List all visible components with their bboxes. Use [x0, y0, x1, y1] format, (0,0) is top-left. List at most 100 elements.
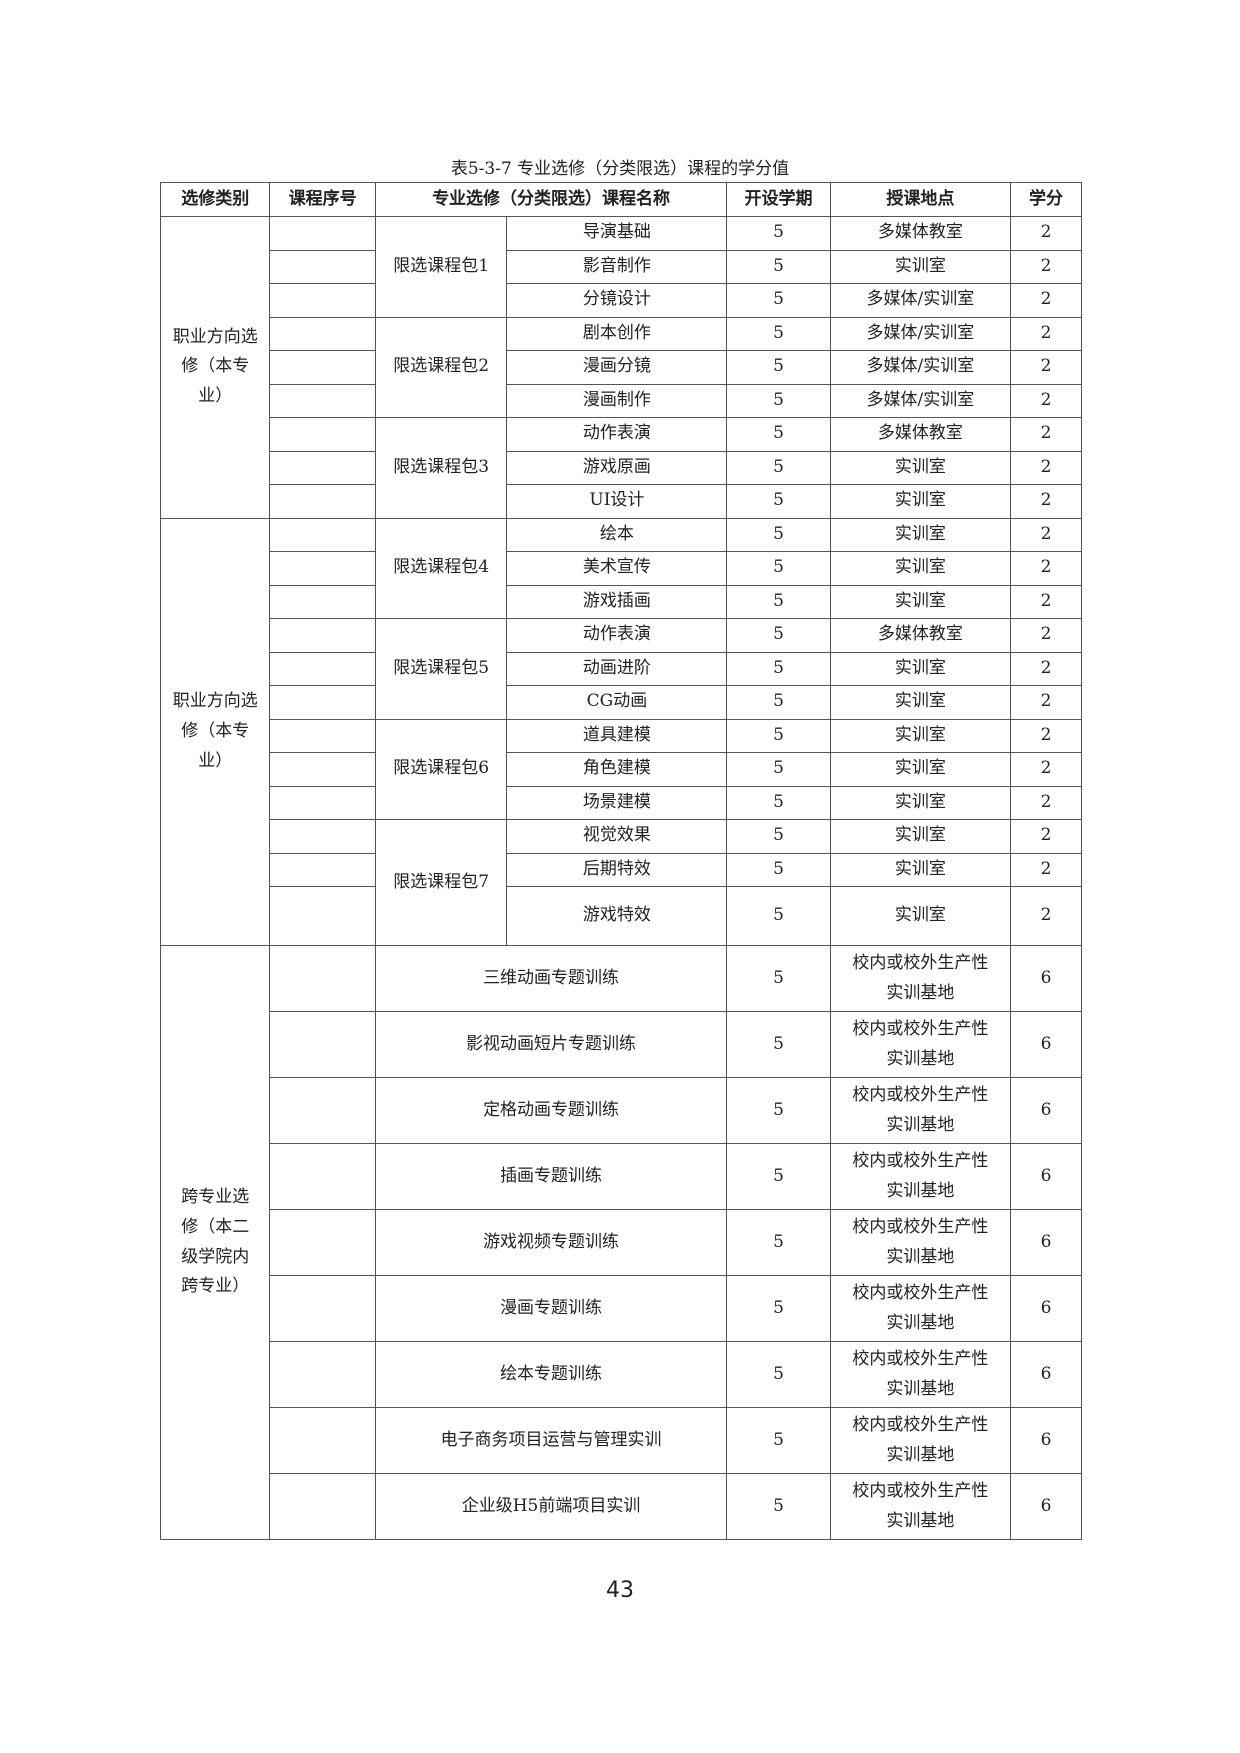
semester-cell: 5: [726, 1209, 831, 1276]
course-number-cell: [269, 752, 376, 787]
location-cell: 校内或校外生产性实训基地: [829, 1341, 1012, 1408]
credits-cell: 2: [1010, 484, 1082, 519]
semester-cell: 5: [726, 350, 831, 385]
semester-cell: 5: [726, 718, 831, 753]
location-cell: 实训室: [829, 752, 1012, 787]
credits-cell: 2: [1010, 383, 1082, 418]
package-name-cell: 限选课程包6: [374, 718, 508, 820]
course-name-cell: 游戏原画: [506, 450, 728, 485]
semester-cell: 5: [726, 1077, 831, 1144]
course-name-cell: 场景建模: [506, 785, 728, 820]
table-row: 角色建模 5 实训室 2: [161, 752, 1082, 787]
credits-cell: 2: [1010, 450, 1082, 485]
course-name-cell: 动画进阶: [506, 651, 728, 686]
course-number-cell: [269, 718, 376, 753]
table-row: 分镜设计 5 多媒体/实训室 2: [161, 283, 1082, 318]
header-semester: 开设学期: [726, 182, 831, 217]
location-cell: 实训室: [829, 852, 1012, 887]
course-name-cell: 影音制作: [506, 249, 728, 284]
location-cell: 校内或校外生产性实训基地: [829, 1011, 1012, 1078]
course-number-cell: [269, 417, 376, 452]
semester-cell: 5: [726, 1473, 831, 1540]
course-name-cell: 电子商务项目运营与管理实训: [374, 1407, 728, 1474]
semester-cell: 5: [726, 1143, 831, 1210]
course-number-cell: [269, 283, 376, 318]
semester-cell: 5: [726, 383, 831, 418]
course-name-cell: 绘本专题训练: [374, 1341, 728, 1408]
package-name-cell: 限选课程包3: [374, 417, 508, 519]
course-name-cell: 游戏视频专题训练: [374, 1209, 728, 1276]
course-number-cell: [269, 350, 376, 385]
credits-cell: 2: [1010, 249, 1082, 284]
semester-cell: 5: [726, 618, 831, 653]
location-cell: 多媒体/实训室: [829, 283, 1012, 318]
semester-cell: 5: [726, 886, 831, 946]
course-number-cell: [269, 551, 376, 586]
course-name-cell: 美术宣传: [506, 551, 728, 586]
location-cell: 多媒体教室: [829, 216, 1012, 251]
table-caption: 表5-3-7 专业选修（分类限选）课程的学分值: [450, 159, 790, 179]
course-name-cell: 游戏插画: [506, 584, 728, 619]
semester-cell: 5: [726, 945, 831, 1012]
semester-cell: 5: [726, 1275, 831, 1342]
header-location: 授课地点: [829, 182, 1012, 217]
table-row: 场景建模 5 实训室 2: [161, 785, 1082, 820]
location-cell: 实训室: [829, 484, 1012, 519]
location-cell: 多媒体/实训室: [829, 316, 1012, 351]
semester-cell: 5: [726, 517, 831, 552]
course-name-cell: 漫画专题训练: [374, 1275, 728, 1342]
semester-cell: 5: [726, 819, 831, 854]
table-row: 漫画分镜 5 多媒体/实训室 2: [161, 350, 1082, 385]
table-row: UI设计 5 实训室 2: [161, 484, 1082, 519]
credits-cell: 2: [1010, 551, 1082, 586]
table-row: 动画进阶 5 实训室 2: [161, 651, 1082, 686]
location-cell: 实训室: [829, 249, 1012, 284]
course-name-cell: 动作表演: [506, 417, 728, 452]
semester-cell: 5: [726, 651, 831, 686]
location-cell: 多媒体教室: [829, 618, 1012, 653]
credits-cell: 6: [1010, 1143, 1082, 1210]
credits-cell: 2: [1010, 584, 1082, 619]
semester-cell: 5: [726, 450, 831, 485]
course-name-cell: 分镜设计: [506, 283, 728, 318]
header-credits: 学分: [1010, 182, 1082, 217]
table-row: 定格动画专题训练 5 校内或校外生产性实训基地 6: [161, 1077, 1082, 1144]
semester-cell: 5: [726, 283, 831, 318]
credits-cell: 2: [1010, 283, 1082, 318]
credits-cell: 2: [1010, 651, 1082, 686]
course-name-cell: 游戏特效: [506, 886, 728, 946]
table-row: 限选课程包3 动作表演 5 多媒体教室 2: [161, 417, 1082, 519]
semester-cell: 5: [726, 852, 831, 887]
table-row: 影视动画短片专题训练 5 校内或校外生产性实训基地 6: [161, 1011, 1082, 1078]
location-cell: 实训室: [829, 819, 1012, 854]
table-row: 游戏视频专题训练 5 校内或校外生产性实训基地 6: [161, 1209, 1082, 1276]
credits-cell: 6: [1010, 1077, 1082, 1144]
location-cell: 多媒体/实训室: [829, 350, 1012, 385]
semester-cell: 5: [726, 249, 831, 284]
location-cell: 实训室: [829, 718, 1012, 753]
location-cell: 实训室: [829, 517, 1012, 552]
header-category: 选修类别: [159, 182, 271, 217]
table-row: 游戏特效 5 实训室 2: [161, 886, 1082, 946]
semester-cell: 5: [726, 1011, 831, 1078]
credits-cell: 2: [1010, 718, 1082, 753]
course-name-cell: 漫画分镜: [506, 350, 728, 385]
table-row: 限选课程包6 道具建模 5 实训室 2: [161, 718, 1082, 820]
semester-cell: 5: [726, 785, 831, 820]
package-name-cell: 限选课程包5: [374, 618, 508, 720]
package-name-cell: 限选课程包4: [374, 517, 508, 619]
table-row: 限选课程包5 动作表演 5 多媒体教室 2: [161, 618, 1082, 720]
semester-cell: 5: [726, 584, 831, 619]
semester-cell: 5: [726, 216, 831, 251]
category-cell: 跨专业选修（本二级学院内跨专业）: [159, 945, 271, 1540]
semester-cell: 5: [726, 417, 831, 452]
course-number-cell: [269, 383, 376, 418]
course-name-cell: 角色建模: [506, 752, 728, 787]
location-cell: 多媒体教室: [829, 417, 1012, 452]
package-name-cell: 限选课程包1: [374, 216, 508, 318]
semester-cell: 5: [726, 1407, 831, 1474]
credits-cell: 6: [1010, 1407, 1082, 1474]
table-row: 漫画专题训练 5 校内或校外生产性实训基地 6: [161, 1275, 1082, 1342]
course-number-cell: [269, 651, 376, 686]
credits-cell: 2: [1010, 517, 1082, 552]
